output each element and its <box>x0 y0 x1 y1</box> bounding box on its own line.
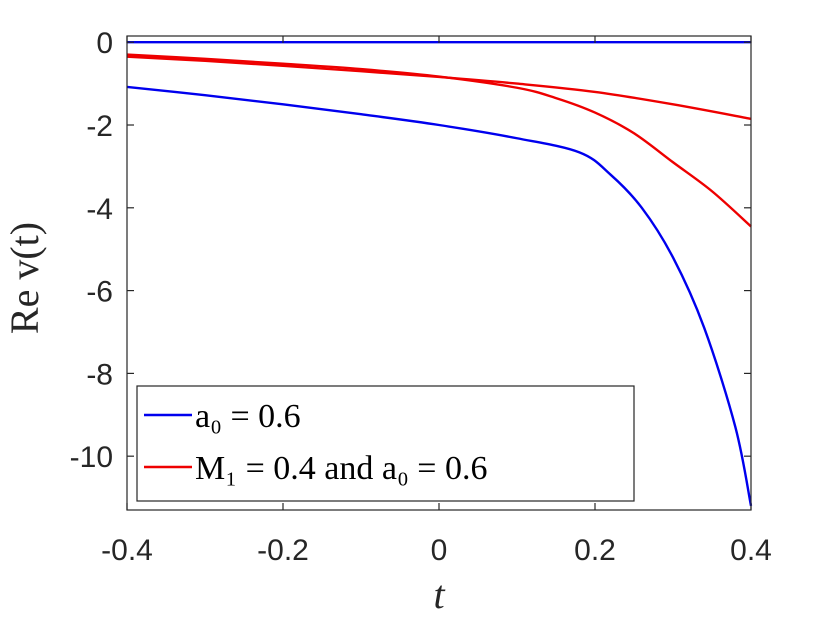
legend-label-blue: a₀ = 0.6 <box>195 398 301 435</box>
y-tick-label: 0 <box>96 27 113 60</box>
x-tick-label: 0.4 <box>730 534 772 567</box>
x-tick-label: -0.4 <box>101 534 153 567</box>
x-tick-label: 0.2 <box>574 534 616 567</box>
x-tick-label: -0.2 <box>257 534 309 567</box>
y-axis-label: Re v(t) <box>2 222 47 334</box>
y-tick-label: -6 <box>86 276 113 309</box>
series-line-1 <box>126 85 753 507</box>
series-line-2 <box>126 55 752 120</box>
y-tick-label: -2 <box>86 110 113 143</box>
ticks-layer: -0.4 -0.2 0 0.2 0.4 0 -2 -4 -6 -8 -10 <box>70 27 772 567</box>
x-axis-label: t <box>433 572 445 617</box>
legend-box <box>136 385 635 502</box>
x-tick-label: 0 <box>431 534 448 567</box>
y-tick-label: -4 <box>86 193 113 226</box>
legend: a₀ = 0.6 M₁ = 0.4 and a₀ = 0.6 <box>136 385 635 502</box>
y-tick-label: -8 <box>86 358 113 391</box>
series-line-3 <box>126 53 752 228</box>
legend-label-red: M₁ = 0.4 and a₀ = 0.6 <box>195 450 487 487</box>
y-tick-label: -10 <box>70 441 113 474</box>
